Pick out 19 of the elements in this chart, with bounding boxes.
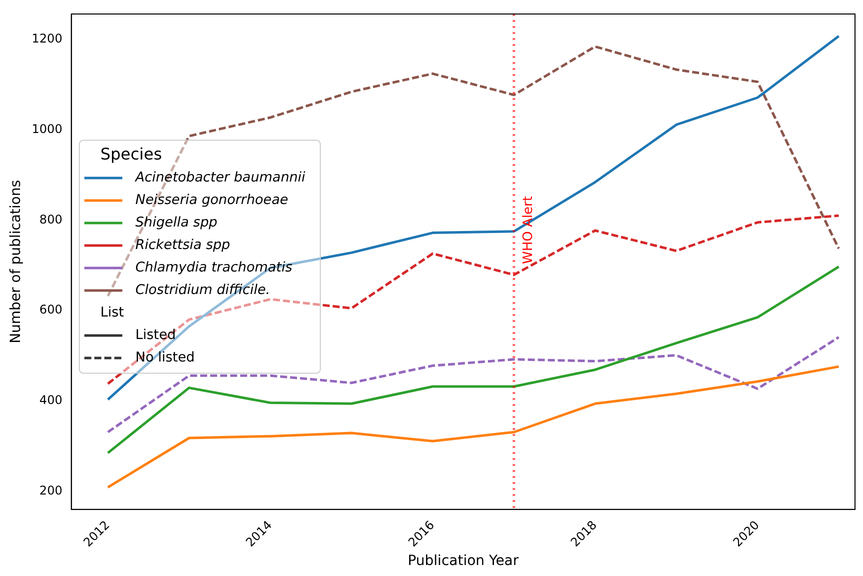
ref-line-label: WHO Alert	[520, 196, 536, 264]
annotation: No listed	[135, 349, 195, 366]
annotation: List	[100, 304, 124, 320]
legend-label: Rickettsia spp	[135, 236, 230, 253]
y-tick-label: 600	[39, 302, 62, 317]
y-tick-label: 800	[39, 212, 62, 226]
y-tick-label: 1000	[32, 122, 62, 136]
legend-label: Shigella spp	[135, 214, 218, 230]
y-tick-label: 200	[39, 483, 62, 498]
legend-label: Clostridium difficile.	[135, 282, 270, 298]
y-axis-title: Number of publications	[8, 180, 24, 344]
legend-label: Neisseria gonorrhoeae	[135, 192, 288, 208]
legend-title: Species	[100, 144, 162, 164]
legend-label: Acinetobacter baumannii	[134, 169, 306, 186]
annotation: Listed	[135, 326, 176, 343]
y-tick-label: 1200	[32, 31, 62, 46]
y-tick-label: 400	[39, 393, 62, 408]
legend-label: Chlamydia trachomatis	[135, 259, 292, 276]
x-axis-title: Publication Year	[408, 553, 519, 570]
